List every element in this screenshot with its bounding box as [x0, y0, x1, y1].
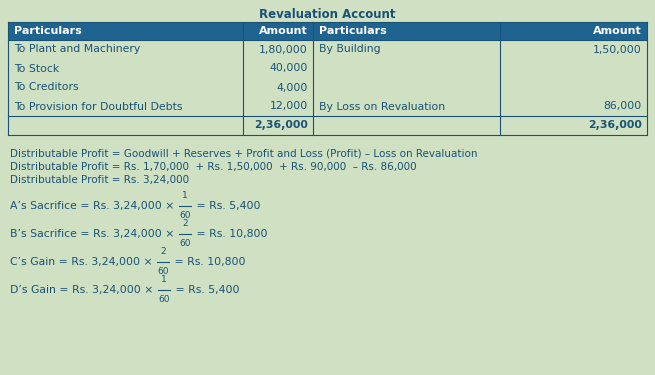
- Text: Particulars: Particulars: [14, 26, 82, 36]
- Bar: [8, 22, 243, 40]
- Text: C’s Gain = Rs. 3,24,000 ×: C’s Gain = Rs. 3,24,000 ×: [10, 257, 156, 267]
- Text: 2: 2: [182, 219, 188, 228]
- Text: 2,36,000: 2,36,000: [254, 120, 308, 130]
- Text: D’s Gain = Rs. 3,24,000 ×: D’s Gain = Rs. 3,24,000 ×: [10, 285, 157, 295]
- Text: 60: 60: [157, 267, 169, 276]
- Text: 40,000: 40,000: [270, 63, 308, 74]
- Text: 60: 60: [179, 240, 191, 249]
- Text: Amount: Amount: [259, 26, 308, 36]
- Text: 2: 2: [160, 248, 166, 256]
- Text: 60: 60: [179, 211, 191, 220]
- Text: 2,36,000: 2,36,000: [588, 120, 642, 130]
- Text: To Creditors: To Creditors: [14, 82, 79, 93]
- Text: = Rs. 10,800: = Rs. 10,800: [171, 257, 246, 267]
- Text: Distributable Profit = Rs. 1,70,000  + Rs. 1,50,000  + Rs. 90,000  – Rs. 86,000: Distributable Profit = Rs. 1,70,000 + Rs…: [10, 162, 417, 172]
- Text: Amount: Amount: [593, 26, 642, 36]
- Text: 4,000: 4,000: [276, 82, 308, 93]
- Text: By Building: By Building: [319, 45, 381, 54]
- Text: = Rs. 5,400: = Rs. 5,400: [193, 201, 261, 211]
- Text: To Plant and Machinery: To Plant and Machinery: [14, 45, 140, 54]
- Text: 60: 60: [158, 296, 170, 304]
- Text: By Loss on Revaluation: By Loss on Revaluation: [319, 102, 445, 111]
- Text: = Rs. 10,800: = Rs. 10,800: [193, 229, 267, 239]
- Text: Distributable Profit = Rs. 3,24,000: Distributable Profit = Rs. 3,24,000: [10, 175, 189, 185]
- Text: B’s Sacrifice = Rs. 3,24,000 ×: B’s Sacrifice = Rs. 3,24,000 ×: [10, 229, 178, 239]
- Text: 1,50,000: 1,50,000: [593, 45, 642, 54]
- Text: 1: 1: [182, 192, 188, 201]
- Bar: [243, 22, 313, 40]
- Text: 1,80,000: 1,80,000: [259, 45, 308, 54]
- Text: Revaluation Account: Revaluation Account: [259, 8, 395, 21]
- Text: 12,000: 12,000: [270, 102, 308, 111]
- Text: To Stock: To Stock: [14, 63, 59, 74]
- Bar: [500, 22, 647, 40]
- Text: To Provision for Doubtful Debts: To Provision for Doubtful Debts: [14, 102, 183, 111]
- Text: 86,000: 86,000: [604, 102, 642, 111]
- Text: = Rs. 5,400: = Rs. 5,400: [172, 285, 239, 295]
- Text: 1: 1: [161, 276, 167, 285]
- Text: Particulars: Particulars: [319, 26, 386, 36]
- Text: Distributable Profit = Goodwill + Reserves + Profit and Loss (Profit) – Loss on : Distributable Profit = Goodwill + Reserv…: [10, 149, 477, 159]
- Text: A’s Sacrifice = Rs. 3,24,000 ×: A’s Sacrifice = Rs. 3,24,000 ×: [10, 201, 178, 211]
- Bar: [313, 22, 500, 40]
